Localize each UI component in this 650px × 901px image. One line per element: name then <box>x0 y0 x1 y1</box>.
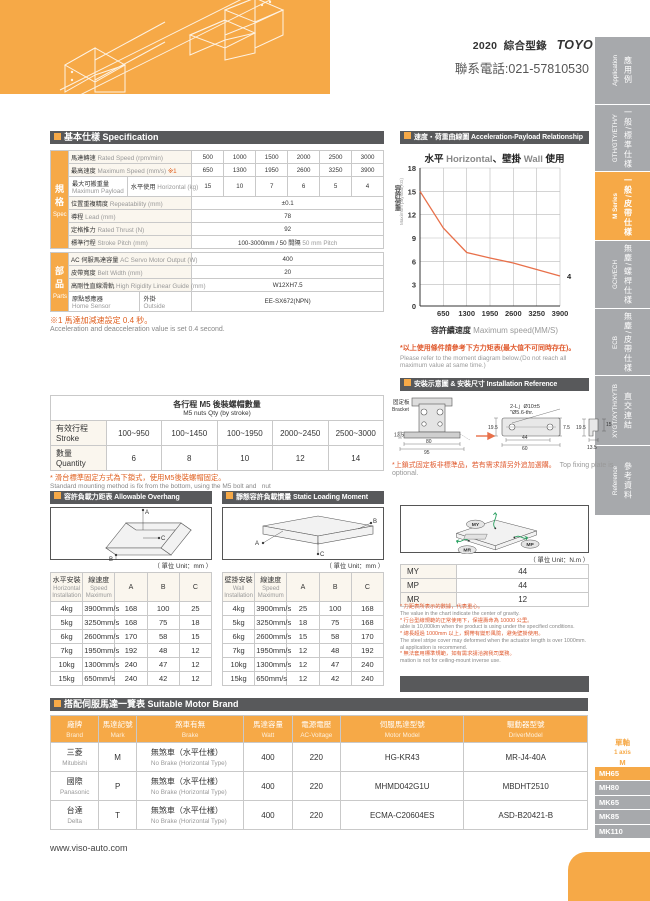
svg-text:15: 15 <box>408 187 416 196</box>
svg-text:7.5: 7.5 <box>563 425 570 431</box>
svg-text:A: A <box>255 541 259 547</box>
svg-text:3900: 3900 <box>552 309 569 318</box>
svg-text:3: 3 <box>412 281 416 290</box>
svg-text:"Ø5.6-thr.: "Ø5.6-thr. <box>510 410 534 416</box>
svg-text:19.5: 19.5 <box>488 425 498 431</box>
svg-text:1950: 1950 <box>482 309 499 318</box>
svg-text:60: 60 <box>522 446 528 452</box>
svg-text:9: 9 <box>412 234 416 243</box>
svg-text:44: 44 <box>522 435 528 441</box>
svg-text:13.5: 13.5 <box>394 433 404 439</box>
svg-text:MR: MR <box>463 548 471 554</box>
svg-text:13.5: 13.5 <box>587 445 597 451</box>
svg-text:0: 0 <box>412 302 416 311</box>
svg-text:MP: MP <box>526 542 534 548</box>
svg-text:6: 6 <box>412 257 416 266</box>
svg-text:Bracket: Bracket <box>392 407 410 413</box>
svg-text:1300: 1300 <box>458 309 475 318</box>
svg-text:2600: 2600 <box>505 309 522 318</box>
svg-text:C: C <box>320 552 325 558</box>
svg-text:B: B <box>373 519 377 525</box>
svg-text:650: 650 <box>437 309 450 318</box>
svg-text:固定板: 固定板 <box>393 398 410 406</box>
svg-text:95: 95 <box>424 450 430 456</box>
svg-text:15: 15 <box>606 422 612 428</box>
svg-text:12: 12 <box>408 211 416 220</box>
svg-text:3250: 3250 <box>528 309 545 318</box>
svg-text:A: A <box>145 510 149 516</box>
svg-text:C: C <box>161 536 166 542</box>
svg-text:MY: MY <box>472 522 480 528</box>
svg-text:80: 80 <box>426 439 432 445</box>
svg-text:18: 18 <box>408 166 416 173</box>
svg-text:4: 4 <box>567 272 572 281</box>
svg-text:19.5: 19.5 <box>576 425 586 431</box>
